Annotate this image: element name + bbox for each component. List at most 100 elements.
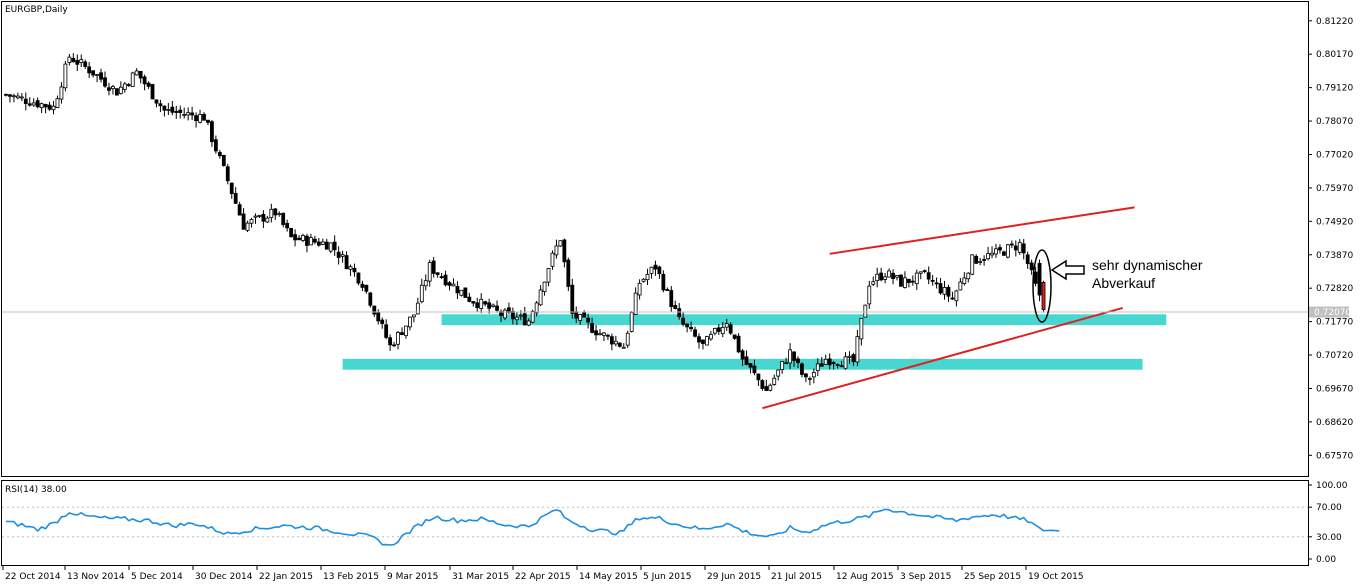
candle-body — [352, 267, 357, 273]
candle-body — [277, 213, 282, 216]
candle-body — [962, 277, 967, 284]
candle-body — [998, 247, 1002, 251]
price-tick-label: 0.68620 — [1316, 418, 1353, 428]
candle-body — [685, 323, 690, 328]
candle-body — [372, 305, 377, 315]
candle-body — [914, 272, 919, 285]
price-axis: 0.81220 0.80170 0.79120 0.78070 0.77020 0.759… — [1308, 17, 1353, 461]
candle-body — [978, 261, 983, 263]
candle-body — [819, 363, 824, 367]
candle-body — [954, 290, 959, 302]
candle-body — [930, 279, 935, 282]
candle-body — [305, 235, 309, 246]
candle-body — [1029, 262, 1034, 271]
candle-body — [289, 228, 294, 238]
date-tick-label: 5 Jun 2015 — [643, 572, 691, 582]
lower-trendline — [762, 306, 1123, 410]
candle-body — [934, 282, 939, 285]
candle-body — [336, 251, 341, 258]
candle-body — [257, 215, 262, 217]
candle-body — [641, 278, 646, 282]
candle-body — [788, 349, 792, 364]
candle-body — [594, 330, 598, 336]
candle-body — [708, 333, 713, 340]
candle-body — [1041, 282, 1046, 310]
candle-body — [728, 324, 733, 334]
candle-body — [657, 266, 662, 274]
candle-body — [910, 280, 915, 283]
candle-body — [111, 86, 115, 90]
candle-body — [253, 215, 258, 218]
highlight-ellipse — [1032, 249, 1052, 323]
upper-support-zone — [441, 314, 1167, 326]
candle-body — [392, 344, 396, 347]
candle-body — [285, 222, 290, 229]
candle-body — [534, 302, 539, 314]
price-tick-label: 0.71770 — [1316, 318, 1353, 328]
date-tick-label: 21 Jul 2015 — [771, 572, 822, 582]
candle-body — [522, 313, 527, 326]
candle-body — [653, 264, 658, 270]
candle-body — [1025, 254, 1030, 264]
candle-body — [807, 377, 812, 380]
candle-body — [859, 317, 864, 340]
candle-body — [712, 327, 717, 334]
candle-body — [217, 152, 222, 157]
candle-body — [312, 238, 317, 243]
candle-body — [23, 98, 28, 104]
rsi-tick-label: 100.00 — [1316, 481, 1348, 491]
candle-body — [8, 94, 12, 97]
candle-body — [154, 99, 159, 104]
candle-body — [12, 95, 16, 98]
candle-body — [479, 298, 484, 309]
candle-body — [633, 292, 638, 315]
candle-body — [887, 270, 891, 278]
candle-body — [617, 342, 622, 347]
candle-body — [388, 337, 393, 346]
candle-body — [138, 70, 143, 79]
candle-body — [879, 272, 884, 281]
candle-body — [677, 308, 682, 318]
price-tick-label: 0.67570 — [1316, 451, 1353, 461]
candle-body — [495, 305, 499, 311]
date-tick-label: 22 Jan 2015 — [259, 572, 313, 582]
candle-body — [170, 106, 175, 113]
candle-body — [994, 248, 998, 255]
candle-body — [415, 302, 420, 315]
candle-body — [883, 276, 888, 280]
rsi-tick-label: 30.00 — [1316, 533, 1342, 543]
candle-body — [380, 319, 385, 324]
candle-body — [178, 109, 183, 113]
candle-body — [174, 110, 179, 113]
candle-body — [843, 356, 848, 369]
candle-body — [87, 66, 92, 74]
candle-body — [918, 271, 923, 274]
candle-body — [99, 72, 103, 80]
candle-body — [526, 320, 531, 326]
date-tick-label: 30 Dec 2014 — [195, 572, 253, 582]
candle-body — [47, 104, 52, 110]
candle-body — [43, 103, 48, 108]
candle-body — [681, 317, 686, 325]
candle-body — [590, 322, 594, 333]
price-tick-label: 0.70720 — [1316, 351, 1353, 361]
candle-body — [103, 77, 107, 87]
candle-body — [665, 289, 670, 291]
candle-body — [689, 326, 693, 330]
candle-body — [863, 304, 868, 318]
candle-body — [443, 274, 448, 286]
candle-body — [332, 241, 337, 251]
candle-body — [800, 363, 804, 375]
candle-body — [269, 208, 274, 218]
candle-body — [67, 56, 72, 63]
candle-body — [546, 268, 551, 283]
candle-body — [649, 266, 654, 274]
candle-body — [71, 57, 76, 63]
date-tick-label: 13 Feb 2015 — [323, 572, 379, 582]
candle-body — [130, 72, 135, 87]
candle-body — [384, 324, 389, 338]
candle-body — [328, 242, 333, 252]
candle-body — [83, 61, 88, 67]
candle-body — [301, 235, 305, 241]
rsi-pane-border — [1, 480, 1309, 566]
